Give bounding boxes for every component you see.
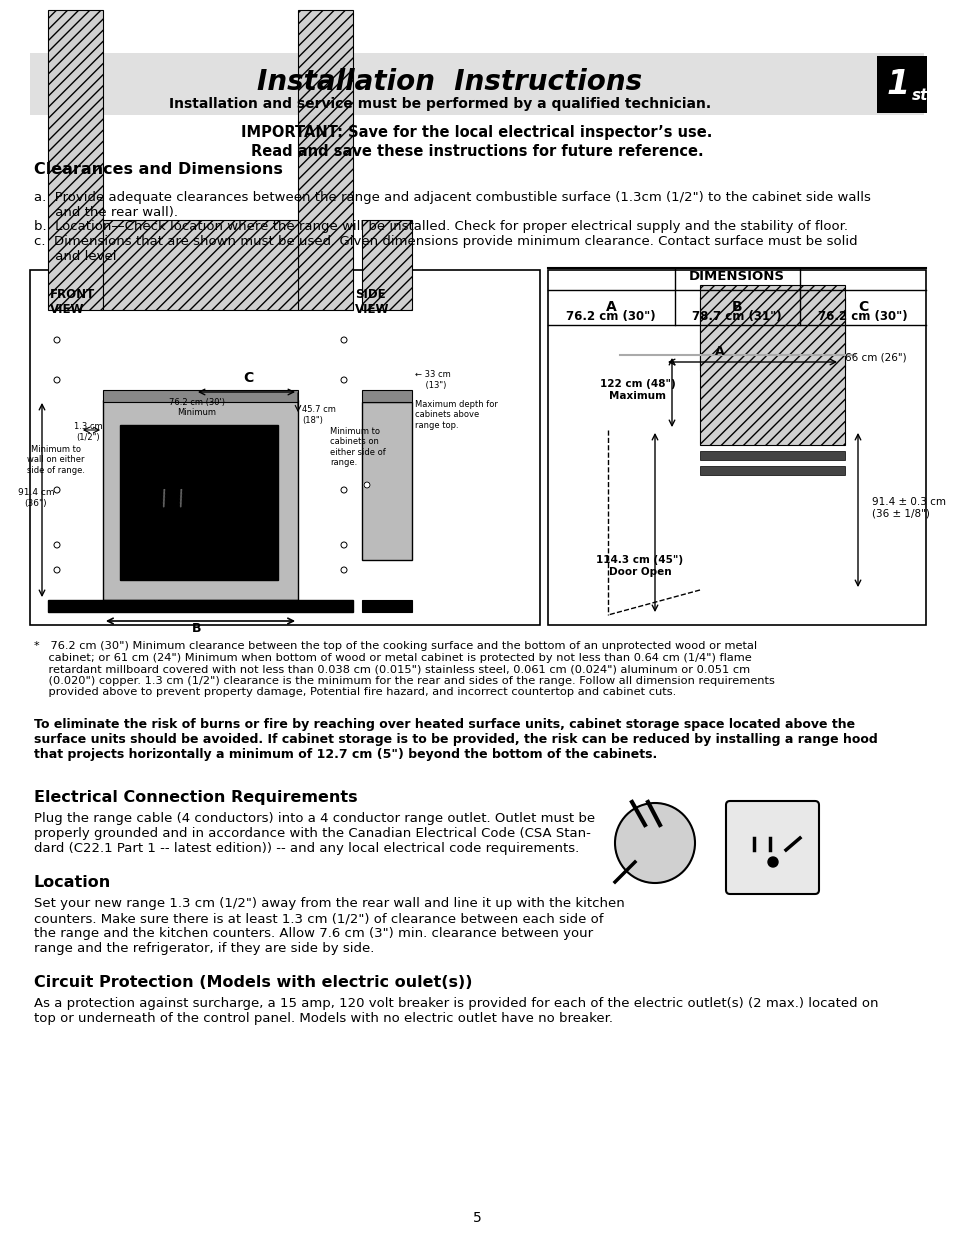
Text: 76.2 cm (30')
Minimum: 76.2 cm (30') Minimum — [169, 398, 225, 417]
Text: A: A — [715, 345, 724, 358]
Bar — [103, 400, 297, 600]
Bar — [361, 390, 412, 403]
Bar — [120, 425, 277, 580]
Text: Installation  Instructions: Installation Instructions — [257, 68, 642, 96]
Bar — [700, 296, 844, 370]
Text: Minimum to
wall on either
side of range.: Minimum to wall on either side of range. — [27, 445, 85, 474]
Bar — [547, 270, 925, 625]
FancyBboxPatch shape — [725, 802, 818, 894]
Text: /: / — [174, 488, 187, 509]
Text: *   76.2 cm (30") Minimum clearance between the top of the cooking surface and t: * 76.2 cm (30") Minimum clearance betwee… — [34, 641, 774, 698]
Text: c.  Dimensions that are shown must be used. Given dimensions provide minimum cle: c. Dimensions that are shown must be use… — [34, 235, 857, 263]
Text: Read and save these instructions for future reference.: Read and save these instructions for fut… — [251, 143, 702, 158]
Bar — [361, 403, 412, 559]
Text: 1.3 cm
(1/2"): 1.3 cm (1/2") — [73, 422, 102, 442]
Circle shape — [364, 482, 370, 488]
Text: b.  Location—Check location where the range will be installed. Check for proper : b. Location—Check location where the ran… — [34, 220, 847, 233]
Text: As a protection against surcharge, a 15 amp, 120 volt breaker is provided for ea: As a protection against surcharge, a 15 … — [34, 997, 878, 1025]
Text: SIDE
VIEW: SIDE VIEW — [355, 288, 389, 316]
Text: To eliminate the risk of burns or fire by reaching over heated surface units, ca: To eliminate the risk of burns or fire b… — [34, 718, 877, 761]
Text: Plug the range cable (4 conductors) into a 4 conductor range outlet. Outlet must: Plug the range cable (4 conductors) into… — [34, 811, 595, 855]
Text: B: B — [193, 621, 201, 635]
Circle shape — [615, 803, 695, 883]
Text: Set your new range 1.3 cm (1/2") away from the rear wall and line it up with the: Set your new range 1.3 cm (1/2") away fr… — [34, 897, 624, 955]
Bar — [361, 220, 412, 310]
Text: B: B — [731, 300, 741, 314]
Text: Maximum depth for
cabinets above
range top.: Maximum depth for cabinets above range t… — [415, 400, 497, 430]
Text: Installation and service must be performed by a qualified technician.: Installation and service must be perform… — [169, 98, 710, 111]
Bar — [876, 56, 926, 112]
Text: 91.4 ± 0.3 cm
(36 ± 1/8"): 91.4 ± 0.3 cm (36 ± 1/8") — [871, 498, 945, 519]
Text: DIMENSIONS: DIMENSIONS — [688, 269, 784, 283]
Circle shape — [54, 542, 60, 548]
Text: 122 cm (48")
Maximum: 122 cm (48") Maximum — [599, 379, 675, 401]
Bar — [700, 285, 844, 445]
Text: 78.7 cm (31"): 78.7 cm (31") — [692, 310, 781, 324]
Text: 76.2 cm (30"): 76.2 cm (30") — [818, 310, 907, 324]
Circle shape — [54, 487, 60, 493]
Bar — [103, 220, 297, 310]
Bar — [361, 600, 412, 613]
Circle shape — [340, 377, 347, 383]
Bar — [48, 10, 103, 310]
Text: 114.3 cm (45")
Door Open: 114.3 cm (45") Door Open — [596, 555, 683, 577]
Bar — [700, 466, 844, 475]
Text: a.  Provide adequate clearances between the range and adjacent combustible surfa: a. Provide adequate clearances between t… — [34, 191, 870, 219]
Circle shape — [340, 487, 347, 493]
Circle shape — [54, 567, 60, 573]
Text: 1: 1 — [885, 68, 908, 100]
Text: Circuit Protection (Models with electric oulet(s)): Circuit Protection (Models with electric… — [34, 974, 472, 990]
Bar — [30, 53, 923, 115]
Text: IMPORTANT: Save for the local electrical inspector’s use.: IMPORTANT: Save for the local electrical… — [241, 126, 712, 141]
Bar — [30, 270, 539, 625]
Circle shape — [54, 377, 60, 383]
Text: C: C — [243, 370, 253, 385]
Text: A: A — [605, 300, 616, 314]
Text: FRONT
VIEW: FRONT VIEW — [50, 288, 95, 316]
Text: st: st — [911, 89, 927, 104]
Circle shape — [340, 542, 347, 548]
Text: Minimum to
cabinets on
either side of
range.: Minimum to cabinets on either side of ra… — [330, 427, 385, 467]
Text: C: C — [857, 300, 867, 314]
Text: Electrical Connection Requirements: Electrical Connection Requirements — [34, 790, 357, 805]
Circle shape — [767, 857, 778, 867]
Text: 5: 5 — [472, 1212, 481, 1225]
Circle shape — [340, 337, 347, 343]
Text: ← 33 cm
    (13"): ← 33 cm (13") — [415, 370, 450, 390]
Text: 45.7 cm
(18"): 45.7 cm (18") — [302, 405, 335, 425]
Circle shape — [54, 337, 60, 343]
Text: Location: Location — [34, 876, 112, 890]
Text: 66 cm (26"): 66 cm (26") — [844, 352, 905, 362]
Text: Clearances and Dimensions: Clearances and Dimensions — [34, 163, 283, 178]
Bar — [48, 600, 353, 613]
Text: 76.2 cm (30"): 76.2 cm (30") — [565, 310, 655, 324]
Circle shape — [340, 567, 347, 573]
Text: 91.4 cm
(36"): 91.4 cm (36") — [18, 488, 54, 508]
Bar — [297, 10, 353, 310]
Bar — [700, 451, 844, 459]
Text: /: / — [158, 488, 170, 509]
Bar — [103, 390, 297, 403]
